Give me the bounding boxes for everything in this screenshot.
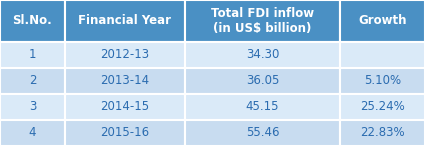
Bar	[65, 0, 185, 42]
Bar	[65, 42, 185, 68]
Bar	[340, 94, 425, 120]
Bar	[185, 68, 340, 94]
Text: 2: 2	[29, 75, 36, 87]
Text: Total FDI inflow
(in US$ billion): Total FDI inflow (in US$ billion)	[211, 7, 314, 35]
Text: 1: 1	[29, 48, 36, 61]
Bar	[340, 68, 425, 94]
Bar	[340, 120, 425, 145]
Text: 2012-13: 2012-13	[100, 48, 150, 61]
Text: 34.30: 34.30	[246, 48, 279, 61]
Bar	[0, 94, 65, 120]
Text: 4: 4	[29, 126, 36, 139]
Bar	[65, 120, 185, 145]
Text: 2013-14: 2013-14	[100, 75, 150, 87]
Bar	[65, 68, 185, 94]
Bar	[0, 120, 65, 145]
Text: Sl.No.: Sl.No.	[13, 14, 52, 28]
Text: 25.24%: 25.24%	[360, 100, 405, 114]
Text: Growth: Growth	[358, 14, 407, 28]
Text: 22.83%: 22.83%	[360, 126, 405, 139]
Bar	[0, 68, 65, 94]
Text: 55.46: 55.46	[246, 126, 279, 139]
Bar	[185, 0, 340, 42]
Bar	[340, 42, 425, 68]
Bar	[0, 0, 65, 42]
Text: 3: 3	[29, 100, 36, 114]
Bar	[0, 42, 65, 68]
Text: 2014-15: 2014-15	[100, 100, 150, 114]
Text: 2015-16: 2015-16	[100, 126, 150, 139]
Text: 36.05: 36.05	[246, 75, 279, 87]
Bar	[185, 42, 340, 68]
Bar	[185, 94, 340, 120]
Text: 45.15: 45.15	[246, 100, 279, 114]
Text: Financial Year: Financial Year	[79, 14, 172, 28]
Bar	[185, 120, 340, 145]
Bar	[65, 94, 185, 120]
Text: 5.10%: 5.10%	[364, 75, 401, 87]
Bar	[340, 0, 425, 42]
